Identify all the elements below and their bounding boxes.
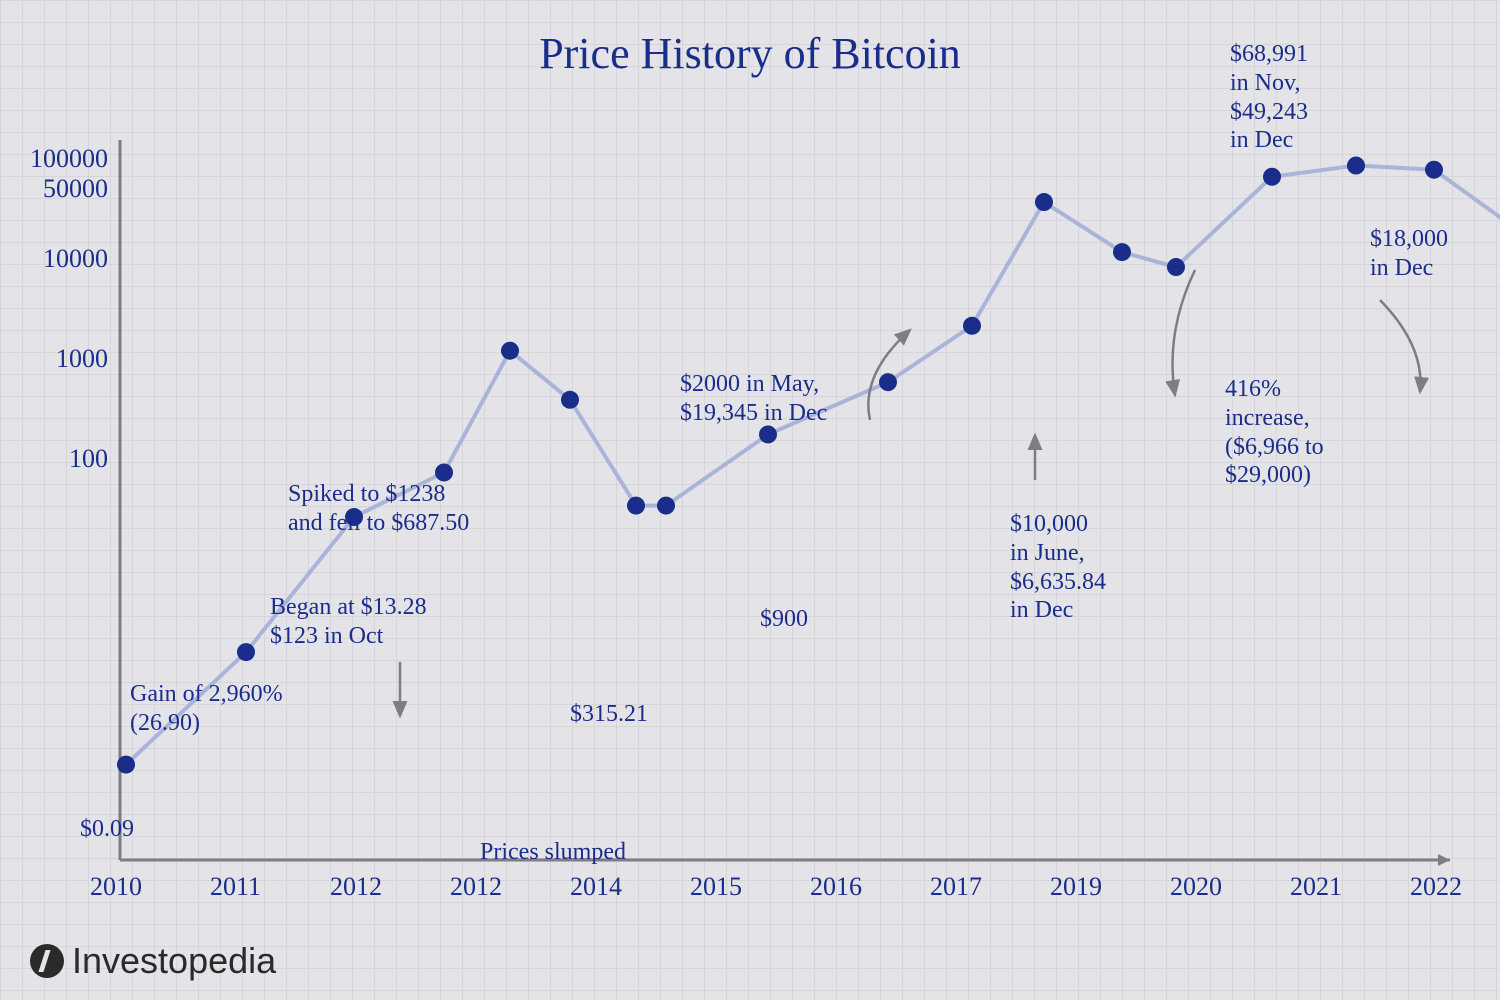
- y-tick-label: 1000: [56, 344, 108, 374]
- x-tick-label: 2017: [930, 872, 982, 902]
- x-tick-label: 2011: [210, 872, 261, 902]
- y-tick-label: 100: [69, 444, 108, 474]
- x-tick-label: 2016: [810, 872, 862, 902]
- brand-icon: [30, 944, 64, 978]
- annotation-a10: $68,991 in Nov, $49,243 in Dec: [1230, 40, 1308, 155]
- y-tick-label: 50000: [43, 174, 108, 204]
- annotation-a1: Gain of 2,960% (26.90): [130, 680, 283, 738]
- y-tick-label: 100000: [30, 144, 108, 174]
- annotation-a5: $315.21: [570, 700, 648, 729]
- brand-logo: Investopedia: [30, 940, 276, 982]
- brand-text: Investopedia: [72, 940, 276, 982]
- annotation-a11: $18,000 in Dec: [1370, 225, 1448, 283]
- x-tick-label: 2022: [1410, 872, 1462, 902]
- annotation-a2: Began at $13.28 $123 in Oct: [270, 593, 427, 651]
- annotation-a7: $2000 in May, $19,345 in Dec: [680, 370, 827, 428]
- x-tick-label: 2020: [1170, 872, 1222, 902]
- y-tick-label: 10000: [43, 244, 108, 274]
- annotation-a4: Prices slumped: [480, 838, 626, 867]
- x-tick-label: 2015: [690, 872, 742, 902]
- annotation-a0: $0.09: [80, 815, 134, 844]
- annotation-a6: $900: [760, 605, 808, 634]
- annotation-a9: 416% increase, ($6,966 to $29,000): [1225, 375, 1324, 490]
- x-tick-label: 2012: [330, 872, 382, 902]
- x-tick-label: 2019: [1050, 872, 1102, 902]
- x-tick-label: 2021: [1290, 872, 1342, 902]
- x-tick-label: 2014: [570, 872, 622, 902]
- x-tick-label: 2010: [90, 872, 142, 902]
- annotation-a3: Spiked to $1238 and fell to $687.50: [288, 480, 469, 538]
- annotation-a8: $10,000 in June, $6,635.84 in Dec: [1010, 510, 1106, 625]
- x-tick-label: 2012: [450, 872, 502, 902]
